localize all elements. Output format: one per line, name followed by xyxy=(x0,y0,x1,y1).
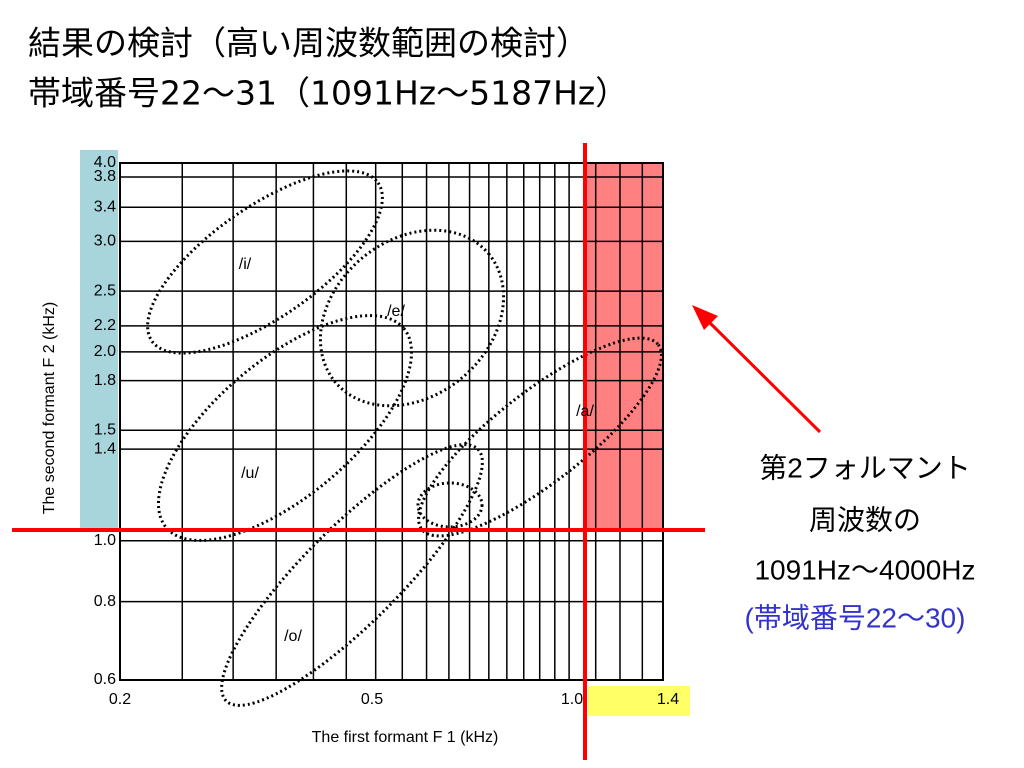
y-tick-label: 1.4 xyxy=(94,440,116,457)
region-a xyxy=(417,336,663,538)
y-tick-label: 3.4 xyxy=(94,199,116,216)
arrow xyxy=(703,316,822,434)
vowel-label: /o/ xyxy=(284,628,302,645)
annotation: (帯域番号22～30) xyxy=(745,602,966,633)
x-tick-label: 1.0 xyxy=(561,691,583,708)
x-tick-label: 0.5 xyxy=(361,691,383,708)
region-e xyxy=(318,228,506,408)
annotation: 1091Hz～4000Hz xyxy=(754,554,975,585)
region-o xyxy=(220,443,484,707)
y-tick-label: 0.8 xyxy=(94,593,116,610)
y-tick-label: 0.6 xyxy=(94,671,116,688)
y-tick-label: 1.8 xyxy=(94,372,116,389)
arrow-head xyxy=(692,305,718,330)
y-tick-label: 3.0 xyxy=(94,233,116,250)
x-axis-label: The first formant F 1 (kHz) xyxy=(312,729,499,746)
vowel-label: /i/ xyxy=(239,256,252,273)
y-tick-label: 2.5 xyxy=(94,282,116,299)
region-small xyxy=(416,481,484,529)
annotation: 第2フォルマント xyxy=(759,452,971,483)
vowel-label: /a/ xyxy=(576,403,594,420)
y-tick-label: 4.0 xyxy=(94,154,116,171)
vowel-label: /e/ xyxy=(387,303,405,320)
x-axis-highlight xyxy=(588,686,690,716)
y-axis-highlight xyxy=(80,150,118,528)
title-line: 結果の検討（高い周波数範囲の検討） xyxy=(28,24,589,63)
x-tick-label: 0.2 xyxy=(109,691,131,708)
title-line: 帯域番号22～31（1091Hz～5187Hz） xyxy=(28,74,628,113)
x-tick-label: 1.4 xyxy=(657,691,679,708)
y-tick-label: 3.8 xyxy=(94,168,116,185)
region-u xyxy=(156,314,414,542)
y-tick-label: 1.0 xyxy=(94,532,116,549)
y-tick-label: 2.2 xyxy=(94,317,116,334)
annotation: 周波数の xyxy=(809,504,921,535)
vowel-regions xyxy=(146,169,663,707)
y-tick-label: 2.0 xyxy=(94,343,116,360)
plot-frame xyxy=(119,162,664,681)
band-highlight xyxy=(585,163,663,530)
vowel-label: /u/ xyxy=(241,465,259,482)
y-axis-label: The second formant F 2 (kHz) xyxy=(41,302,58,515)
region-i xyxy=(146,169,384,355)
y-tick-label: 1.5 xyxy=(94,422,116,439)
